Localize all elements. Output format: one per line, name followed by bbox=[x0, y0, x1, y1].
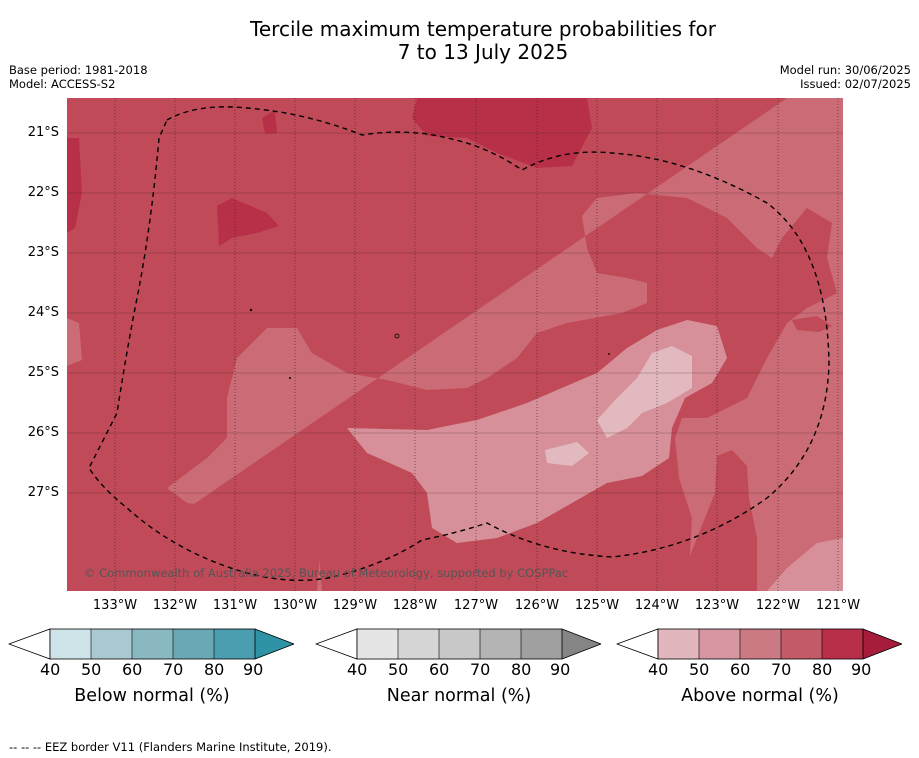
lat-label: 22°S bbox=[27, 185, 59, 200]
eez-legend-note: -- -- -- EEZ border V11 (Flanders Marine… bbox=[9, 740, 332, 754]
tick-label: 50 bbox=[388, 660, 409, 679]
colorbar-extend-low bbox=[315, 628, 358, 660]
lon-label: 121°W bbox=[815, 598, 861, 613]
lon-label: 125°W bbox=[574, 598, 620, 613]
colorbar-extend-high bbox=[562, 629, 601, 659]
lon-label: 129°W bbox=[332, 598, 378, 613]
colorbar-swatch bbox=[822, 629, 863, 659]
island-marker bbox=[249, 308, 253, 312]
zone-80-90-small bbox=[262, 110, 277, 134]
zone-60-70-edge bbox=[67, 318, 82, 366]
issued-date: Issued: 02/07/2025 bbox=[800, 77, 911, 91]
tick-label: 90 bbox=[851, 660, 872, 679]
map-title: Tercile maximum temperature probabilitie… bbox=[0, 18, 919, 64]
colorbar-swatch bbox=[398, 629, 439, 659]
lon-label: 122°W bbox=[755, 598, 801, 613]
tick-label: 50 bbox=[81, 660, 102, 679]
model-run: Model run: 30/06/2025 bbox=[779, 63, 911, 77]
lon-label: 132°W bbox=[152, 598, 198, 613]
lat-label: 24°S bbox=[27, 305, 59, 320]
tick-label: 90 bbox=[550, 660, 571, 679]
tick-label: 60 bbox=[122, 660, 143, 679]
zone-80-90-edge bbox=[67, 138, 82, 233]
colorbar-extend-high bbox=[863, 629, 902, 659]
tick-label: 80 bbox=[511, 660, 532, 679]
colorbar-below bbox=[8, 628, 295, 660]
colorbar-extend-low bbox=[616, 628, 659, 660]
island-marker bbox=[608, 353, 610, 355]
title-line-1: Tercile maximum temperature probabilitie… bbox=[250, 17, 716, 41]
colorbar-swatch bbox=[740, 629, 781, 659]
zone-80-90-west bbox=[217, 198, 279, 246]
colorbar-below-title: Below normal (%) bbox=[74, 686, 230, 706]
lat-gridlines bbox=[67, 132, 843, 494]
colorbar-swatch bbox=[214, 629, 255, 659]
zone-70-80-east-small bbox=[792, 316, 832, 332]
colorbar-swatch bbox=[480, 629, 521, 659]
lon-gridlines bbox=[114, 98, 839, 591]
colorbar-near bbox=[315, 628, 602, 660]
colorbar-swatch bbox=[658, 629, 699, 659]
zone-40-50-east bbox=[597, 346, 692, 438]
colorbar-swatch bbox=[173, 629, 214, 659]
tick-label: 40 bbox=[347, 660, 368, 679]
colorbar-near-title: Near normal (%) bbox=[386, 686, 532, 706]
lat-label: 21°S bbox=[27, 125, 59, 140]
tick-label: 60 bbox=[429, 660, 450, 679]
colorbar-extend-high bbox=[255, 629, 294, 659]
colorbar-swatch bbox=[50, 629, 91, 659]
lon-label: 126°W bbox=[514, 598, 560, 613]
island-marker bbox=[394, 333, 400, 339]
colorbar-above bbox=[616, 628, 903, 660]
model-name: Model: ACCESS-S2 bbox=[9, 77, 116, 91]
tick-label: 80 bbox=[812, 660, 833, 679]
lon-label: 123°W bbox=[694, 598, 740, 613]
colorbar-swatch bbox=[132, 629, 173, 659]
tick-label: 70 bbox=[771, 660, 792, 679]
tick-label: 40 bbox=[40, 660, 61, 679]
colorbar-swatch bbox=[357, 629, 398, 659]
zone-50-60-southeast bbox=[767, 538, 843, 591]
base-period: Base period: 1981-2018 bbox=[9, 63, 148, 77]
zone-60-70 bbox=[67, 98, 843, 591]
colorbar-swatch bbox=[699, 629, 740, 659]
tick-label: 70 bbox=[470, 660, 491, 679]
zone-70-80-southwest bbox=[67, 398, 329, 591]
lon-label: 131°W bbox=[212, 598, 258, 613]
lon-label: 124°W bbox=[634, 598, 680, 613]
tick-label: 50 bbox=[689, 660, 710, 679]
map-canvas bbox=[67, 98, 843, 591]
tick-label: 80 bbox=[204, 660, 225, 679]
colorbar-swatch bbox=[91, 629, 132, 659]
tick-label: 70 bbox=[163, 660, 184, 679]
zone-40-50-west bbox=[545, 442, 589, 466]
zone-70-80-east bbox=[687, 450, 757, 591]
island-marker bbox=[289, 377, 291, 379]
lon-label: 128°W bbox=[392, 598, 438, 613]
tick-label: 60 bbox=[730, 660, 751, 679]
tick-label: 40 bbox=[648, 660, 669, 679]
lat-label: 26°S bbox=[27, 425, 59, 440]
lat-label: 23°S bbox=[27, 245, 59, 260]
tick-label: 90 bbox=[243, 660, 264, 679]
lat-label: 27°S bbox=[27, 485, 59, 500]
meta-right: Model run: 30/06/2025 Issued: 02/07/2025 bbox=[780, 63, 911, 91]
meta-left: Base period: 1981-2018 Model: ACCESS-S2 bbox=[9, 63, 148, 91]
lon-label: 130°W bbox=[272, 598, 318, 613]
probability-map[interactable] bbox=[67, 98, 843, 591]
lon-label: 127°W bbox=[453, 598, 499, 613]
title-line-2: 7 to 13 July 2025 bbox=[397, 40, 569, 64]
eez-border bbox=[88, 106, 830, 582]
colorbar-above-title: Above normal (%) bbox=[681, 686, 839, 706]
colorbar-swatch bbox=[781, 629, 822, 659]
lat-label: 25°S bbox=[27, 365, 59, 380]
lon-label: 133°W bbox=[92, 598, 138, 613]
colorbar-extend-low bbox=[8, 628, 51, 660]
colorbar-swatch bbox=[521, 629, 562, 659]
copyright-notice: © Commonwealth of Australia 2025, Bureau… bbox=[84, 566, 569, 580]
colorbar-swatch bbox=[439, 629, 480, 659]
